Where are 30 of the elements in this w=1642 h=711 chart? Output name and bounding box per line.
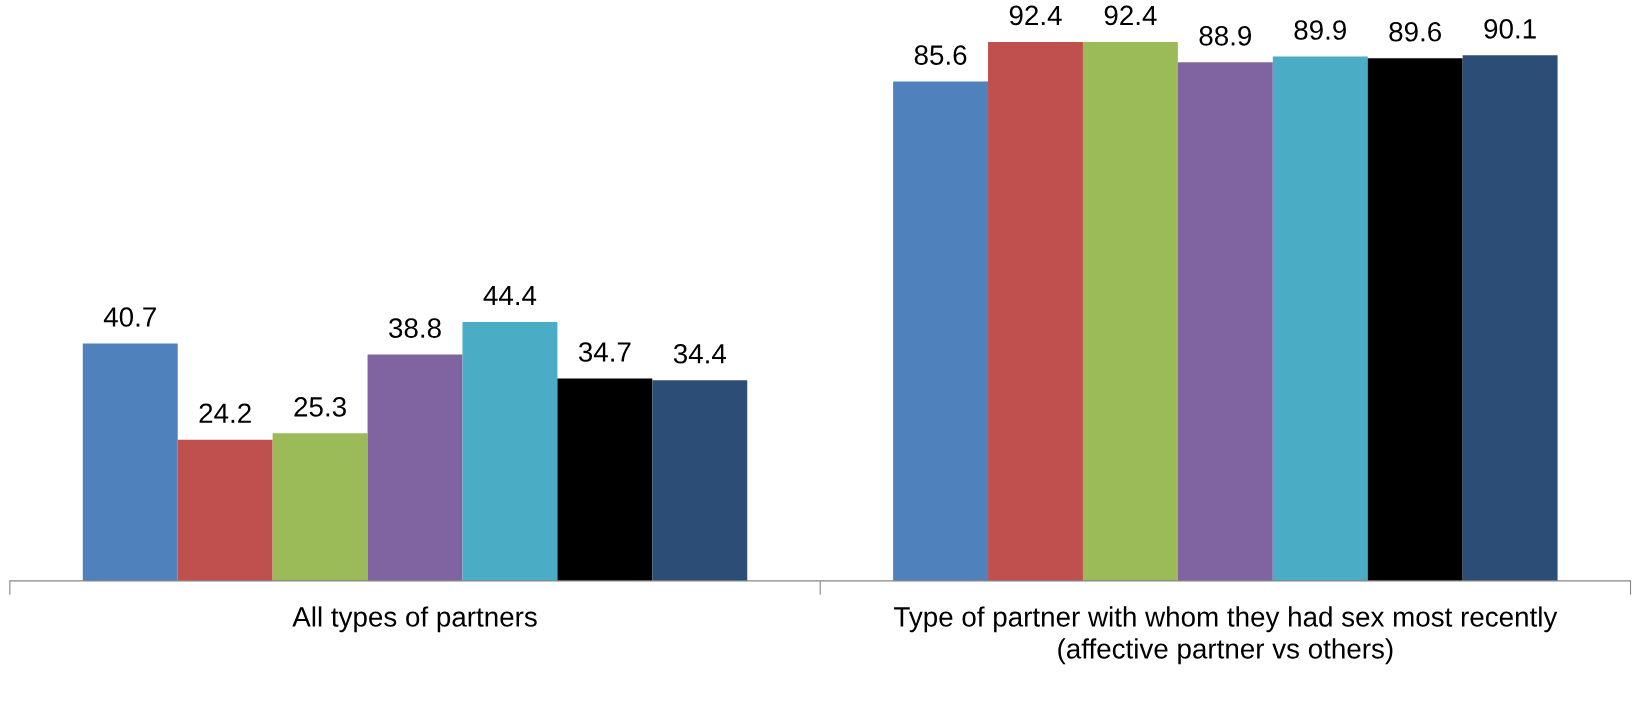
bar <box>1177 62 1273 581</box>
data-label: 92.4 <box>1009 5 1062 26</box>
bar <box>272 433 368 581</box>
bar <box>1272 56 1368 581</box>
data-label: 24.2 <box>199 403 251 423</box>
x-tick-label: Type of partner with whom they had sex most recently (affective partner vs others) <box>894 606 1558 665</box>
data-label: 90.1 <box>1484 19 1536 39</box>
bar <box>177 439 273 581</box>
bar <box>557 378 653 581</box>
data-label: 34.7 <box>578 342 631 362</box>
data-label: 34.4 <box>673 343 727 364</box>
data-label: 89.9 <box>1294 20 1346 40</box>
data-label: 38.8 <box>389 318 441 338</box>
bar <box>462 321 558 581</box>
data-label: 92.4 <box>1104 5 1157 26</box>
bar <box>893 81 989 581</box>
data-label: 44.4 <box>483 285 537 306</box>
bar <box>1367 58 1463 581</box>
bar <box>652 380 748 581</box>
data-label: 85.6 <box>914 45 967 65</box>
data-label: 25.3 <box>294 397 346 417</box>
data-label: 88.9 <box>1199 26 1252 46</box>
bar <box>1082 41 1178 581</box>
bar <box>367 354 463 581</box>
data-label: 40.7 <box>103 307 156 327</box>
x-tick-label: All types of partners <box>292 606 537 633</box>
bar <box>82 343 178 581</box>
bar <box>988 41 1083 581</box>
data-label: 89.6 <box>1389 21 1441 42</box>
bar <box>1462 55 1558 581</box>
